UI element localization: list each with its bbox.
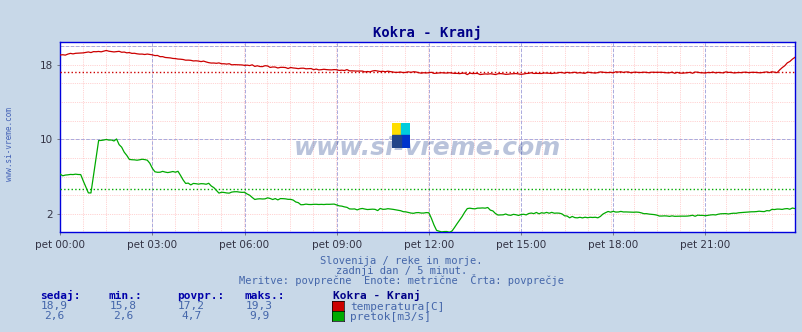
Text: Meritve: povprečne  Enote: metrične  Črta: povprečje: Meritve: povprečne Enote: metrične Črta:… (239, 274, 563, 286)
Text: povpr.:: povpr.: (176, 291, 224, 301)
Text: min.:: min.: (108, 291, 142, 301)
Text: www.si-vreme.com: www.si-vreme.com (294, 136, 561, 160)
Bar (391, 123, 400, 135)
Text: 18,9: 18,9 (41, 301, 68, 311)
Text: 17,2: 17,2 (177, 301, 205, 311)
Text: sedaj:: sedaj: (40, 290, 80, 301)
Bar (391, 135, 400, 148)
Bar (400, 123, 409, 135)
Text: 19,3: 19,3 (245, 301, 273, 311)
Text: 2,6: 2,6 (112, 311, 133, 321)
Text: 15,8: 15,8 (109, 301, 136, 311)
Text: maks.:: maks.: (245, 291, 285, 301)
Text: 4,7: 4,7 (180, 311, 201, 321)
Text: 9,9: 9,9 (249, 311, 269, 321)
Text: www.si-vreme.com: www.si-vreme.com (5, 108, 14, 181)
Text: pretok[m3/s]: pretok[m3/s] (350, 312, 431, 322)
Text: temperatura[C]: temperatura[C] (350, 302, 444, 312)
Title: Kokra - Kranj: Kokra - Kranj (373, 26, 481, 40)
Bar (400, 135, 409, 148)
Text: zadnji dan / 5 minut.: zadnji dan / 5 minut. (335, 266, 467, 276)
Text: Slovenija / reke in morje.: Slovenija / reke in morje. (320, 256, 482, 266)
Text: Kokra - Kranj: Kokra - Kranj (333, 290, 420, 301)
Text: 2,6: 2,6 (44, 311, 65, 321)
